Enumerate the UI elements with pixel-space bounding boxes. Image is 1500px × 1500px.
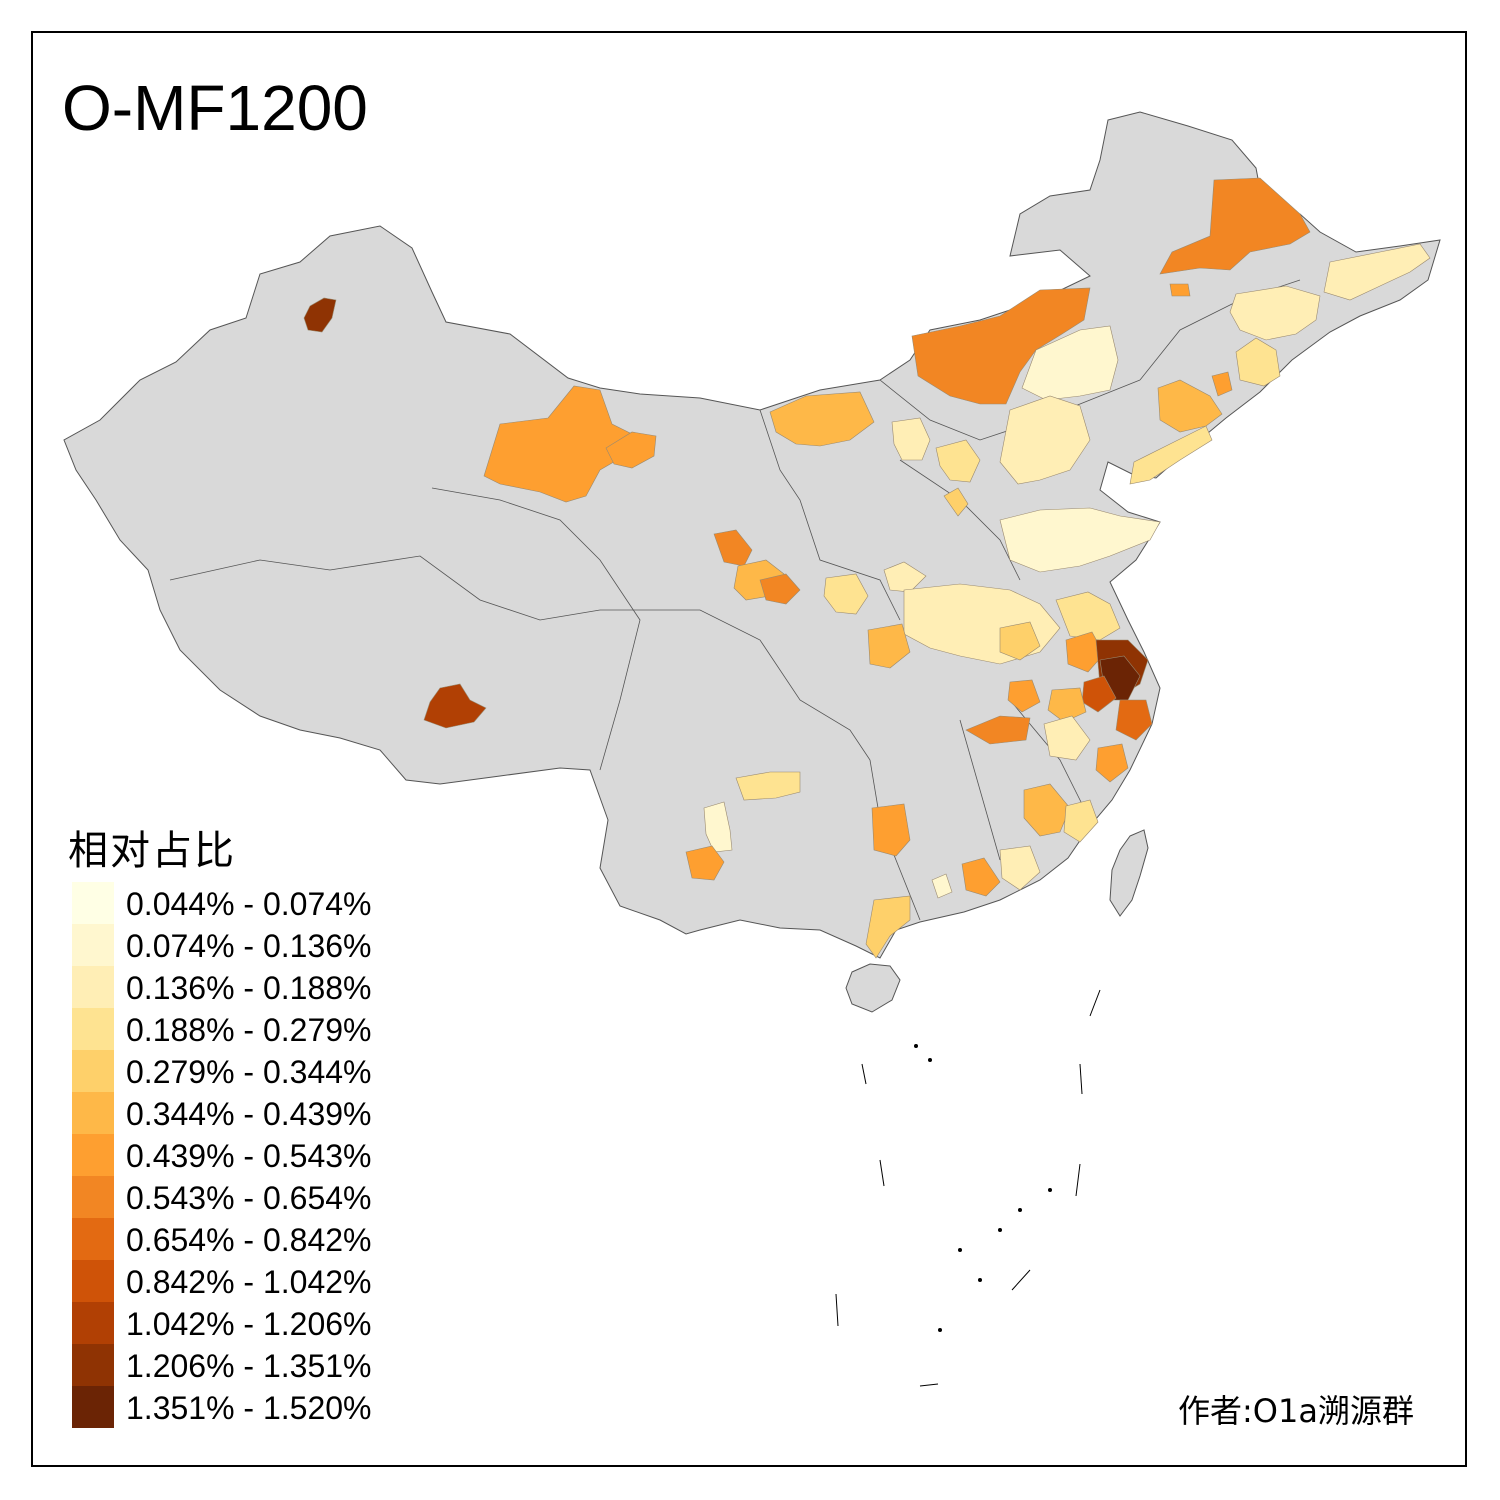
legend-label: 1.206% - 1.351% [126,1348,372,1384]
region-shaded [999,845,1041,891]
legend-label: 0.842% - 1.042% [126,1264,372,1300]
region-shaded [1095,743,1129,783]
region-shaded [769,391,875,447]
map-title: O-MF1200 [62,72,368,144]
region-shaded [1021,325,1119,401]
region-shaded [759,573,801,605]
legend-swatch [72,1050,114,1092]
region-shaded [965,715,1031,745]
region-shaded [713,529,753,567]
legend-swatch [72,1008,114,1050]
taiwan-region [1109,829,1149,917]
region-shaded [823,573,869,615]
legend-label: 1.042% - 1.206% [126,1306,372,1342]
legend-label: 0.279% - 0.344% [126,1054,372,1090]
prefecture-regions [303,177,1431,959]
region-shaded [685,845,725,881]
region-shaded [1159,177,1311,275]
region-shaded [1323,243,1431,301]
region-shaded [935,439,981,483]
region-shaded [1169,283,1191,297]
region-shaded [1115,699,1153,741]
legend-swatch [72,882,114,924]
hainan-region [845,963,901,1013]
legend-swatch [72,1302,114,1344]
region-shaded [1229,285,1321,341]
region-shaded [483,385,637,503]
legend-swatch [72,1260,114,1302]
legend-title: 相对占比 [68,828,236,874]
legend-label: 0.439% - 0.543% [126,1138,372,1174]
legend-swatch [72,966,114,1008]
region-shaded [891,417,931,461]
region-shaded [999,395,1091,485]
legend-label: 1.351% - 1.520% [126,1390,372,1426]
legend-swatch [72,1176,114,1218]
region-shaded [423,683,487,729]
south-sea-islands [835,989,1101,1387]
legend-swatch [72,1344,114,1386]
region-shaded [999,621,1041,661]
region-shaded [303,297,337,333]
legend-swatch [72,1386,114,1428]
region-shaded [605,431,657,469]
region-shaded [1157,379,1223,433]
legend-label: 0.543% - 0.654% [126,1180,372,1216]
region-shaded [1211,371,1233,397]
legend-swatch [72,1092,114,1134]
region-shaded [943,487,969,517]
region-shaded [1043,715,1091,761]
region-shaded [1063,799,1099,843]
region-shaded [883,561,927,593]
region-shaded [1047,687,1087,723]
legend-label: 0.044% - 0.074% [126,886,372,922]
region-shaded [931,873,953,899]
region-shaded [871,803,911,857]
region-shaded [1023,783,1071,837]
legend-label: 0.654% - 0.842% [126,1222,372,1258]
legend-label: 0.188% - 0.279% [126,1012,372,1048]
region-shaded [703,801,733,853]
region-shaded [1055,591,1121,641]
region-shaded [1007,679,1041,713]
region-shaded [1235,337,1281,387]
legend-label: 0.074% - 0.136% [126,928,372,964]
region-shaded [911,287,1091,405]
legend-swatch [72,1218,114,1260]
author-credit: 作者:O1a溯源群 [1178,1392,1414,1430]
region-shaded [865,895,911,959]
region-shaded [999,507,1161,573]
region-shaded [867,623,911,669]
legend-swatch [72,924,114,966]
region-shaded [735,771,801,801]
legend-label: 0.136% - 0.188% [126,970,372,1006]
china-mainland-region [63,111,1441,959]
region-shaded [1065,631,1105,673]
region-shaded [1129,425,1213,485]
legend-label: 0.344% - 0.439% [126,1096,372,1132]
legend-swatch [72,1134,114,1176]
region-shaded [961,857,1001,897]
map-frame [31,31,1467,1467]
